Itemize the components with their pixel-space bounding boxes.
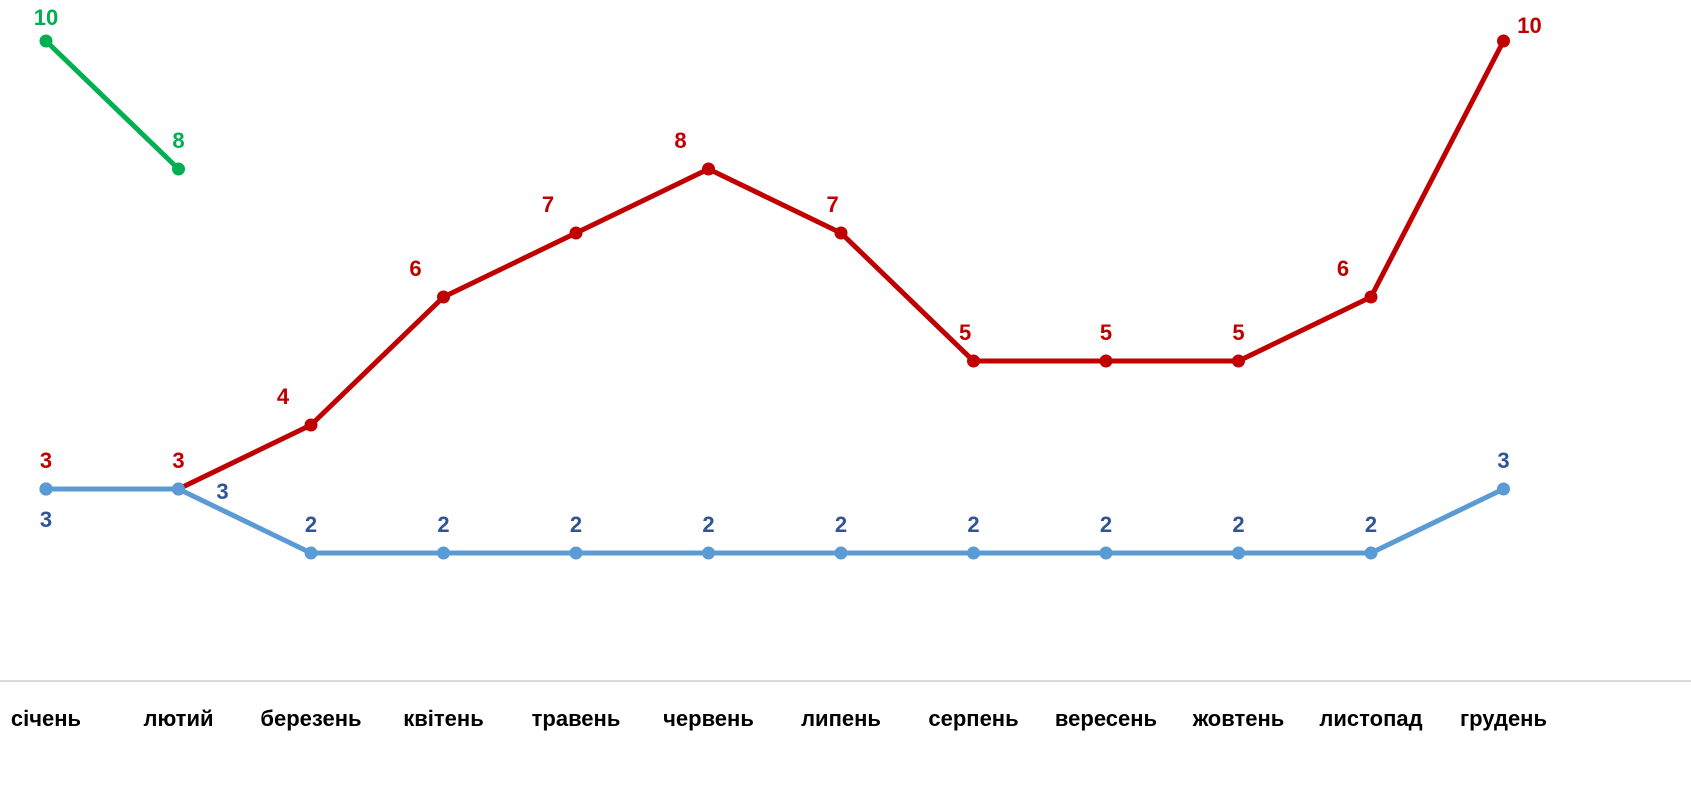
x-tick-label: серпень — [928, 706, 1018, 731]
data-label: 2 — [702, 512, 714, 537]
data-point — [304, 546, 318, 560]
data-label: 7 — [826, 192, 838, 217]
data-point — [39, 482, 53, 496]
data-point — [834, 546, 848, 560]
data-label: 5 — [959, 320, 971, 345]
data-point — [1364, 546, 1378, 560]
data-point — [39, 34, 53, 48]
data-label: 2 — [1365, 512, 1377, 537]
data-label: 3 — [40, 448, 52, 473]
data-point — [437, 290, 450, 304]
data-label: 3 — [216, 479, 228, 504]
data-point — [569, 546, 583, 560]
data-point — [1497, 482, 1510, 496]
data-point — [967, 546, 980, 560]
data-point — [1099, 354, 1113, 368]
data-label: 2 — [305, 512, 317, 537]
data-label: 2 — [1100, 512, 1112, 537]
x-tick-label: травень — [532, 706, 621, 731]
data-label: 2 — [1232, 512, 1244, 537]
x-tick-label: січень — [11, 706, 81, 731]
data-point — [304, 418, 318, 432]
data-label: 7 — [542, 192, 554, 217]
data-point — [437, 546, 450, 560]
data-label: 2 — [570, 512, 582, 537]
data-label: 6 — [409, 256, 421, 281]
x-tick-label: жовтень — [1192, 706, 1285, 731]
data-point — [1232, 354, 1245, 368]
data-label: 10 — [34, 5, 58, 30]
x-tick-label: лютий — [143, 706, 213, 731]
data-point — [172, 482, 185, 496]
data-label: 6 — [1337, 256, 1349, 281]
data-label: 5 — [1232, 320, 1244, 345]
data-point — [702, 162, 715, 176]
data-label: 2 — [835, 512, 847, 537]
x-tick-label: вересень — [1055, 706, 1157, 731]
x-tick-label: березень — [260, 706, 361, 731]
data-point — [1232, 546, 1245, 560]
data-label: 3 — [40, 507, 52, 532]
data-label: 10 — [1517, 13, 1541, 38]
data-point — [834, 226, 848, 240]
x-tick-label: грудень — [1460, 706, 1547, 731]
data-point — [967, 354, 980, 368]
data-point — [1364, 290, 1378, 304]
data-label: 8 — [674, 128, 686, 153]
x-tick-label: квітень — [403, 706, 483, 731]
series-line — [44, 39, 181, 171]
x-tick-label: листопад — [1319, 706, 1422, 731]
data-label: 3 — [172, 448, 184, 473]
x-tick-label: липень — [801, 706, 881, 731]
data-label: 2 — [967, 512, 979, 537]
data-label: 3 — [1497, 448, 1509, 473]
data-point — [172, 162, 185, 176]
data-point — [569, 226, 583, 240]
x-tick-label: червень — [663, 706, 754, 731]
series-line — [46, 39, 1506, 492]
data-point — [1497, 34, 1510, 48]
data-point — [702, 546, 715, 560]
data-point — [1099, 546, 1113, 560]
data-label: 5 — [1100, 320, 1112, 345]
data-label: 2 — [437, 512, 449, 537]
data-label: 4 — [277, 384, 290, 409]
series-line — [46, 486, 1505, 556]
data-label: 8 — [172, 128, 184, 153]
